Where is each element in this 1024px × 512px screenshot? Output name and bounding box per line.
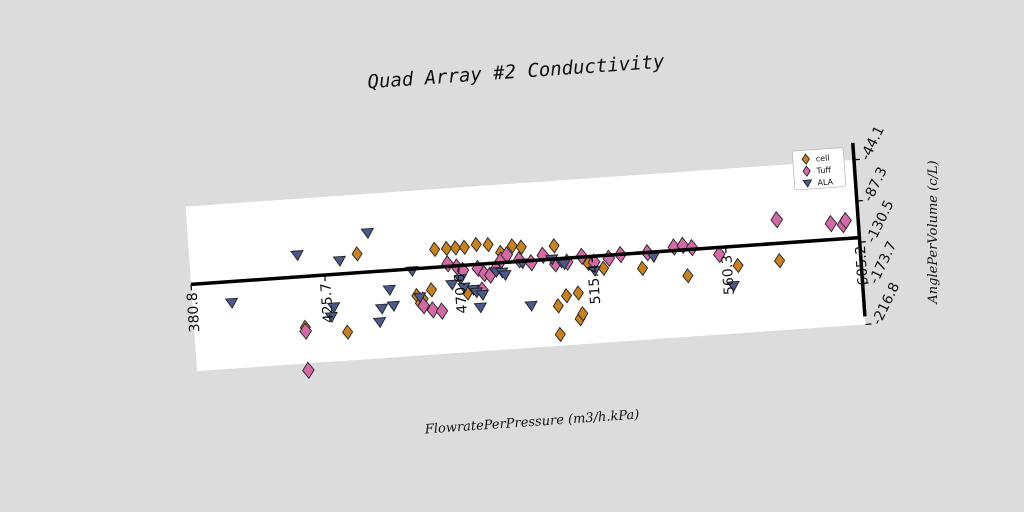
ala-point bbox=[453, 274, 468, 286]
tuff-point bbox=[712, 245, 726, 264]
ala-point bbox=[444, 279, 459, 291]
cell-point bbox=[552, 298, 564, 314]
tuff-point bbox=[302, 361, 315, 380]
x-ticks: 380.8 425.7 470.6 515.4 560.3 605.2 bbox=[185, 237, 872, 333]
ala-point bbox=[473, 302, 487, 314]
ala-point bbox=[557, 259, 571, 271]
y-tick-label: -44.1 bbox=[858, 123, 888, 163]
legend-tuff-marker bbox=[802, 165, 811, 177]
cell-point bbox=[482, 236, 494, 253]
legend-label: ALA bbox=[817, 177, 834, 187]
plot-area: 380.8 425.7 470.6 515.4 560.3 605.2 -44.1-87.… bbox=[185, 123, 903, 380]
tuff-point bbox=[426, 301, 440, 319]
cell-point bbox=[682, 267, 694, 284]
cell-point bbox=[554, 326, 566, 343]
ala-point bbox=[498, 269, 512, 282]
y-tick-label: -87.3 bbox=[861, 165, 891, 205]
cell-point bbox=[560, 287, 573, 304]
y-axis-label: AnglePerVolume (c/L) bbox=[926, 160, 941, 304]
cell-point bbox=[636, 260, 649, 277]
cell-point bbox=[515, 239, 527, 255]
cell-point bbox=[506, 238, 518, 254]
tuff-point bbox=[299, 322, 312, 340]
ala-point bbox=[372, 317, 387, 329]
x-tick-label: 470.6 bbox=[452, 273, 471, 314]
x-tick-label: 605.2 bbox=[853, 245, 872, 286]
cell-point bbox=[470, 236, 482, 253]
ala-point bbox=[224, 297, 239, 309]
ala-point bbox=[457, 282, 471, 294]
ala-point bbox=[587, 265, 602, 277]
ala-point bbox=[386, 300, 401, 312]
y-axis-spine bbox=[851, 142, 867, 317]
cell-point bbox=[342, 324, 354, 340]
y-tick-label: -216.8 bbox=[869, 280, 903, 328]
cell-point bbox=[429, 241, 441, 258]
ala-point bbox=[726, 280, 740, 293]
x-tick-label: 515.4 bbox=[585, 264, 604, 305]
cell-point bbox=[774, 252, 786, 269]
cell-point bbox=[577, 305, 589, 322]
y-tick-label: -130.5 bbox=[863, 198, 897, 246]
ala-point bbox=[332, 255, 347, 267]
ala-point bbox=[324, 311, 339, 324]
chart-title: Quad Array #2 Conductivity bbox=[367, 51, 666, 94]
ala-point bbox=[382, 284, 396, 296]
x-tick-label: 560.3 bbox=[719, 254, 738, 295]
x-tick-label: 380.8 bbox=[185, 292, 204, 333]
legend-cell-marker bbox=[801, 153, 810, 165]
legend-ala-marker bbox=[802, 179, 813, 188]
marks-layer bbox=[224, 210, 852, 380]
cell-point bbox=[458, 239, 470, 256]
ala-point bbox=[475, 289, 490, 301]
ala-point bbox=[290, 250, 304, 262]
x-axis-spine bbox=[190, 235, 860, 287]
cell-point bbox=[425, 282, 438, 298]
x-tick-label: 425.7 bbox=[318, 282, 337, 323]
ala-point bbox=[524, 300, 538, 312]
x-axis-label: FlowratePerPressure (m3/h.kPa) bbox=[423, 408, 639, 438]
ala-point bbox=[412, 292, 427, 304]
tuff-point bbox=[824, 214, 838, 233]
cell-point bbox=[572, 285, 584, 301]
cell-point bbox=[548, 238, 560, 254]
ala-point bbox=[326, 302, 341, 314]
legend-label: Tuff bbox=[815, 165, 831, 175]
plot-background bbox=[185, 159, 866, 372]
ala-point bbox=[360, 227, 375, 240]
cell-point bbox=[351, 246, 363, 262]
tuff-point bbox=[435, 302, 449, 320]
tuff-point bbox=[770, 210, 784, 229]
cell-point bbox=[732, 257, 744, 274]
ala-point bbox=[374, 303, 389, 315]
legend-label: cell bbox=[815, 154, 829, 164]
cell-point bbox=[449, 240, 462, 256]
y-tick-label: -173.7 bbox=[866, 239, 900, 287]
tuff-point bbox=[839, 211, 852, 230]
